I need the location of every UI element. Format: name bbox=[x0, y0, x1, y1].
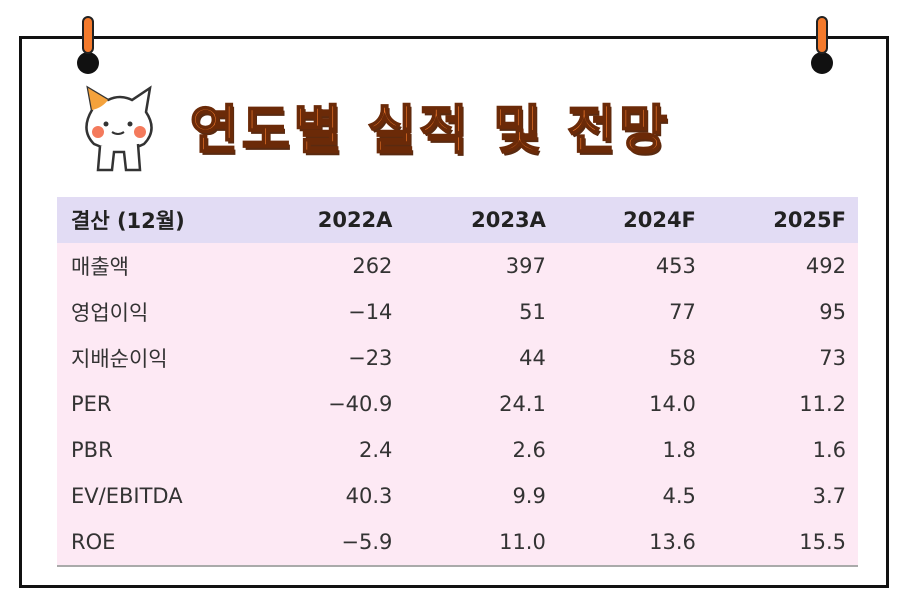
value-cell: 2.6 bbox=[404, 427, 558, 473]
value-cell: 1.6 bbox=[707, 427, 858, 473]
table-row: 영업이익 −14 51 77 95 bbox=[57, 289, 858, 335]
value-cell: 13.6 bbox=[557, 519, 708, 567]
row-label: 매출액 bbox=[57, 243, 251, 289]
value-cell: 397 bbox=[404, 243, 558, 289]
pin-hole bbox=[77, 52, 99, 74]
header-cell: 2022A bbox=[251, 197, 405, 243]
header-cell: 결산 (12월) bbox=[57, 197, 251, 243]
value-cell: 58 bbox=[557, 335, 708, 381]
value-cell: 11.2 bbox=[707, 381, 858, 427]
pin-hole bbox=[811, 52, 833, 74]
header-cell: 2025F bbox=[707, 197, 858, 243]
value-cell: 11.0 bbox=[404, 519, 558, 567]
value-cell: −23 bbox=[251, 335, 405, 381]
value-cell: 15.5 bbox=[707, 519, 858, 567]
header-cell: 2024F bbox=[557, 197, 708, 243]
table-row: PBR 2.4 2.6 1.8 1.6 bbox=[57, 427, 858, 473]
value-cell: 95 bbox=[707, 289, 858, 335]
row-label: 영업이익 bbox=[57, 289, 251, 335]
value-cell: 73 bbox=[707, 335, 858, 381]
pin bbox=[82, 16, 94, 54]
row-label: PBR bbox=[57, 427, 251, 473]
table-row: EV/EBITDA 40.3 9.9 4.5 3.7 bbox=[57, 473, 858, 519]
table-row: 지배순이익 −23 44 58 73 bbox=[57, 335, 858, 381]
value-cell: −14 bbox=[251, 289, 405, 335]
row-label: 지배순이익 bbox=[57, 335, 251, 381]
row-label: PER bbox=[57, 381, 251, 427]
value-cell: −40.9 bbox=[251, 381, 405, 427]
value-cell: 4.5 bbox=[557, 473, 708, 519]
header-row: 결산 (12월) 2022A 2023A 2024F 2025F bbox=[57, 197, 858, 243]
value-cell: 2.4 bbox=[251, 427, 405, 473]
value-cell: 3.7 bbox=[707, 473, 858, 519]
value-cell: 77 bbox=[557, 289, 708, 335]
table-row: PER −40.9 24.1 14.0 11.2 bbox=[57, 381, 858, 427]
row-label: EV/EBITDA bbox=[57, 473, 251, 519]
table-row: ROE −5.9 11.0 13.6 15.5 bbox=[57, 519, 858, 567]
value-cell: 453 bbox=[557, 243, 708, 289]
cat-icon bbox=[85, 85, 153, 172]
table-row: 매출액 262 397 453 492 bbox=[57, 243, 858, 289]
value-cell: 51 bbox=[404, 289, 558, 335]
value-cell: −5.9 bbox=[251, 519, 405, 567]
value-cell: 24.1 bbox=[404, 381, 558, 427]
pin bbox=[816, 16, 828, 54]
value-cell: 9.9 bbox=[404, 473, 558, 519]
value-cell: 44 bbox=[404, 335, 558, 381]
row-label: ROE bbox=[57, 519, 251, 567]
value-cell: 262 bbox=[251, 243, 405, 289]
table: 결산 (12월) 2022A 2023A 2024F 2025F 매출액 262 397 453… bbox=[57, 197, 858, 567]
value-cell: 14.0 bbox=[557, 381, 708, 427]
title: 연도별 실적 및 전망 bbox=[189, 100, 672, 162]
value-cell: 1.8 bbox=[557, 427, 708, 473]
value-cell: 492 bbox=[707, 243, 858, 289]
value-cell: 40.3 bbox=[251, 473, 405, 519]
header-cell: 2023A bbox=[404, 197, 558, 243]
